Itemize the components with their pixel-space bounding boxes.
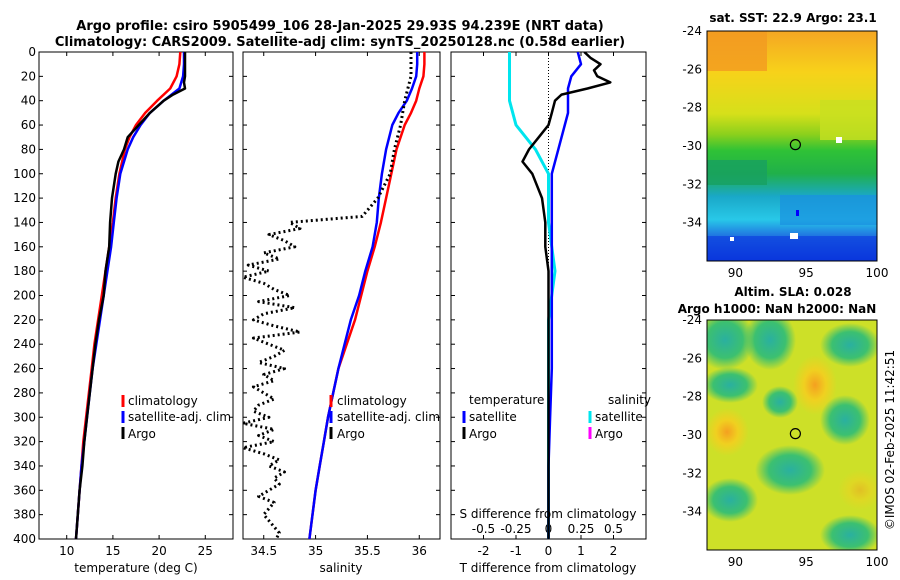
legend-label-s-satellite: satellite bbox=[595, 410, 643, 424]
x-top-tick-label: 0.25 bbox=[568, 522, 595, 536]
y-tick-label: 240 bbox=[13, 337, 36, 351]
y-tick-label: 300 bbox=[13, 410, 36, 424]
y-tick-label: 20 bbox=[21, 69, 36, 83]
y-tick-label: 320 bbox=[13, 435, 36, 449]
x-tick-label: 1 bbox=[577, 544, 585, 558]
map-y-tick-label: -24 bbox=[682, 313, 702, 327]
legend-label-argo: Argo bbox=[337, 427, 365, 441]
map-x-tick-label: 90 bbox=[728, 266, 743, 280]
sst-map-image bbox=[707, 31, 877, 261]
x-tick-label: 25 bbox=[198, 544, 213, 558]
sla-map-subtitle: Argo h1000: NaN h2000: NaN bbox=[678, 302, 877, 316]
y-tick-label: 40 bbox=[21, 94, 36, 108]
map-y-tick-label: -32 bbox=[682, 177, 702, 191]
x-tick-label: -2 bbox=[478, 544, 490, 558]
x-tick-label: -1 bbox=[510, 544, 522, 558]
x-tick-label: 36 bbox=[412, 544, 427, 558]
legend-title-salinity: salinity bbox=[608, 393, 651, 407]
y-tick-label: 280 bbox=[13, 386, 36, 400]
x-tick-label: 34.5 bbox=[250, 544, 277, 558]
series-climatology bbox=[74, 52, 182, 539]
y-tick-label: 340 bbox=[13, 459, 36, 473]
series-argo bbox=[74, 52, 187, 539]
sst-profile-marker bbox=[789, 139, 801, 151]
map-x-tick-label: 90 bbox=[728, 555, 743, 569]
map-y-tick-label: -30 bbox=[682, 139, 702, 153]
legend-label-satellite: satellite-adj. clim bbox=[337, 410, 440, 424]
legend-label-t-satellite: satellite bbox=[469, 410, 517, 424]
salinity-legend: climatology satellite-adj. clim Argo bbox=[329, 394, 440, 441]
series-argo bbox=[243, 52, 413, 539]
legend-label-climatology: climatology bbox=[337, 394, 407, 408]
series-t-satellite bbox=[547, 52, 583, 539]
legend-label-argo: Argo bbox=[128, 427, 156, 441]
y-tick-label: 220 bbox=[13, 313, 36, 327]
temperature-xlabel: temperature (deg C) bbox=[74, 561, 197, 575]
legend-label-t-argo: Argo bbox=[469, 427, 497, 441]
legend-label-s-argo: Argo bbox=[595, 427, 623, 441]
y-tick-label: 200 bbox=[13, 289, 36, 303]
temperature-legend: climatology satellite-adj. clim Argo bbox=[121, 394, 231, 441]
x-top-tick-label: -0.5 bbox=[472, 522, 495, 536]
map-y-tick-label: -30 bbox=[682, 428, 702, 442]
map-x-tick-label: 95 bbox=[799, 555, 814, 569]
salinity-axes bbox=[242, 51, 441, 540]
y-tick-label: 260 bbox=[13, 362, 36, 376]
series-t-argo bbox=[521, 52, 612, 539]
legend-label-climatology: climatology bbox=[128, 394, 198, 408]
y-tick-label: 120 bbox=[13, 191, 36, 205]
difference-xlabel-top: S difference from climatology bbox=[460, 507, 637, 521]
legend-title-temperature: temperature bbox=[469, 393, 544, 407]
difference-xlabel: T difference from climatology bbox=[459, 561, 637, 575]
sla-map-image bbox=[707, 320, 877, 550]
x-top-tick-label: -0.25 bbox=[500, 522, 531, 536]
map-y-tick-label: -28 bbox=[682, 101, 702, 115]
sst-map-title: sat. SST: 22.9 Argo: 23.1 bbox=[709, 11, 876, 25]
sla-map-title: Altim. SLA: 0.028 bbox=[734, 285, 851, 299]
sla-profile-marker bbox=[789, 428, 801, 440]
y-tick-label: 380 bbox=[13, 508, 36, 522]
legend-label-satellite: satellite-adj. clim bbox=[128, 410, 231, 424]
series-climatology bbox=[308, 52, 426, 539]
map-x-tick-label: 95 bbox=[799, 266, 814, 280]
map-y-tick-label: -24 bbox=[682, 24, 702, 38]
x-tick-label: 0 bbox=[545, 544, 553, 558]
map-x-tick-label: 100 bbox=[866, 266, 889, 280]
salinity-xlabel: salinity bbox=[319, 561, 362, 575]
y-tick-label: 180 bbox=[13, 264, 36, 278]
x-tick-label: 15 bbox=[105, 544, 120, 558]
map-y-tick-label: -26 bbox=[682, 351, 702, 365]
y-tick-label: 0 bbox=[28, 45, 36, 59]
x-top-tick-label: 0.5 bbox=[604, 522, 623, 536]
y-tick-label: 100 bbox=[13, 167, 36, 181]
map-y-tick-label: -34 bbox=[682, 216, 702, 230]
series-satellite-adj-clim bbox=[308, 52, 419, 539]
y-tick-label: 360 bbox=[13, 483, 36, 497]
map-y-tick-label: -26 bbox=[682, 62, 702, 76]
x-tick-label: 20 bbox=[151, 544, 166, 558]
sla-map-axes bbox=[706, 319, 878, 551]
sst-map-axes bbox=[706, 30, 878, 262]
figure-title-line2: Climatology: CARS2009. Satellite-adj cli… bbox=[55, 35, 625, 50]
x-tick-label: 35 bbox=[308, 544, 323, 558]
map-y-tick-label: -34 bbox=[682, 505, 702, 519]
map-y-tick-label: -32 bbox=[682, 466, 702, 480]
y-tick-label: 400 bbox=[13, 532, 36, 546]
y-tick-label: 160 bbox=[13, 240, 36, 254]
y-tick-label: 140 bbox=[13, 215, 36, 229]
map-y-tick-label: -28 bbox=[682, 390, 702, 404]
x-tick-label: 10 bbox=[59, 544, 74, 558]
y-tick-label: 60 bbox=[21, 118, 36, 132]
y-tick-label: 80 bbox=[21, 142, 36, 156]
map-x-tick-label: 100 bbox=[866, 555, 889, 569]
series-satellite-adj-clim bbox=[74, 52, 186, 539]
x-tick-label: 35.5 bbox=[354, 544, 381, 558]
x-tick-label: 2 bbox=[610, 544, 618, 558]
imos-watermark: ©IMOS 02-Feb-2025 11:42:51 bbox=[883, 350, 897, 530]
difference-legend: temperature salinity satellite Argo sate… bbox=[462, 393, 651, 441]
figure-title-line1: Argo profile: csiro 5905499_106 28-Jan-2… bbox=[76, 19, 603, 34]
